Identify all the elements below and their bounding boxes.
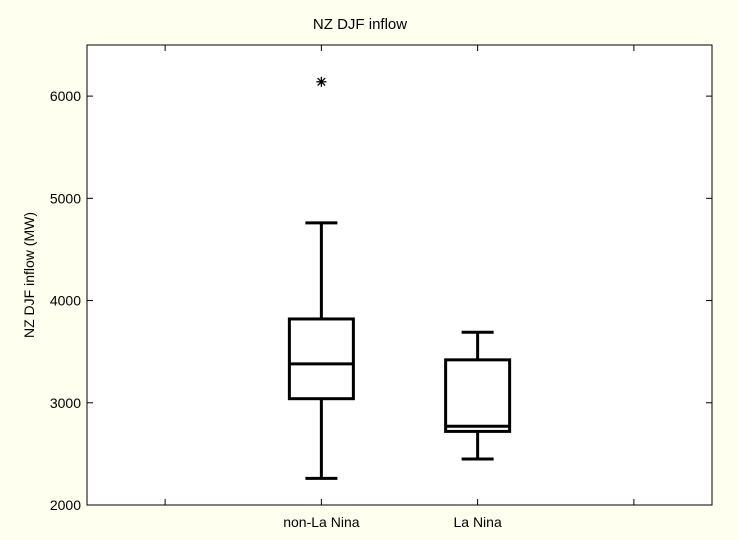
outlier-stroke: [317, 77, 326, 87]
box-series: [287, 76, 512, 480]
x-tick-label: La Nina: [453, 514, 501, 530]
y-tick-label: 5000: [50, 190, 81, 206]
chart-title: NZ DJF inflow: [313, 16, 407, 33]
x-axis: non-La Nina La Nina: [164, 45, 635, 530]
y-tick-label: 6000: [50, 88, 81, 104]
outlier-point: [316, 76, 327, 87]
box-non-la-nina: [287, 76, 355, 480]
iqr-box: [287, 317, 355, 401]
y-axis: 2000 3000 4000 5000 6000: [50, 88, 712, 513]
y-tick-label: 2000: [50, 497, 81, 513]
plot-area: [86, 44, 713, 506]
y-tick-label: 4000: [50, 293, 81, 309]
y-axis-title: NZ DJF inflow (MW): [21, 212, 37, 338]
iqr-box: [444, 358, 512, 433]
x-tick-label: non-La Nina: [283, 514, 359, 530]
box-la-nina: [444, 330, 512, 461]
y-tick-label: 3000: [50, 395, 81, 411]
